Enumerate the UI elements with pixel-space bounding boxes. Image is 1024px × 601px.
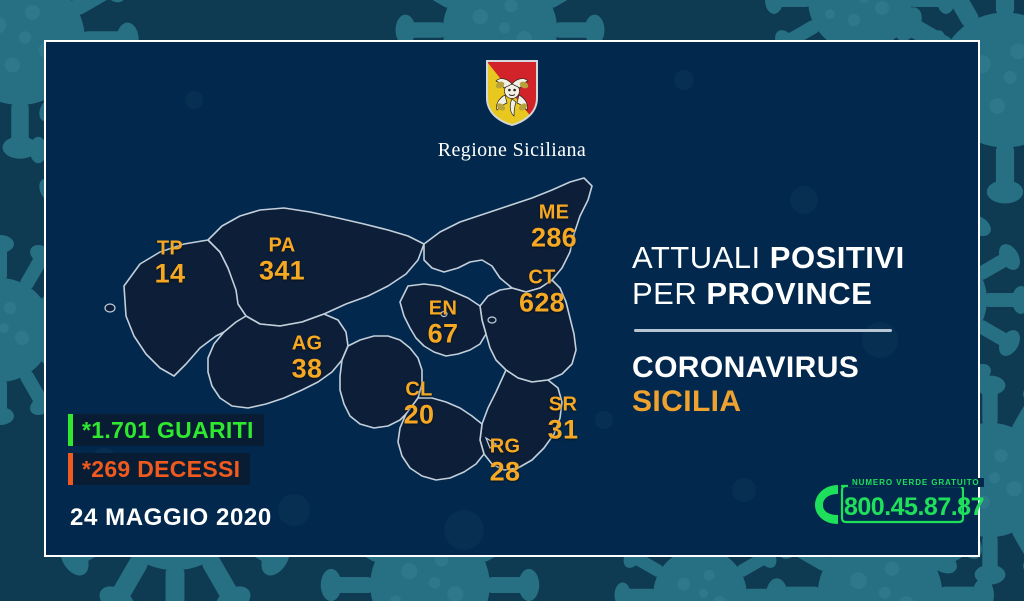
stat-recovered-label: *1.701 GUARITI [82, 416, 254, 443]
province-value-ag: 38 [291, 353, 323, 384]
numero-verde-block: NUMERO VERDE GRATUITO 800.45.87.87 [812, 478, 984, 527]
island-small-ct [487, 316, 497, 324]
province-shape-en [399, 283, 487, 357]
province-label-rg: RG 28 [490, 437, 521, 486]
headline-block: ATTUALI POSITIVI PER PROVINCE CORONAVIRU… [632, 240, 932, 418]
province-shape-ag [207, 313, 349, 409]
province-label-ct: CT 628 [519, 268, 565, 317]
headline-bold-2: PROVINCE [706, 275, 873, 311]
numero-verde-label: NUMERO VERDE GRATUITO [848, 478, 984, 487]
island-small-en [440, 310, 448, 318]
province-label-pa: PA 341 [259, 236, 305, 285]
province-value-pa: 341 [259, 255, 305, 286]
province-label-cl: CL 20 [404, 380, 435, 429]
stats-block: *1.701 GUARITI *269 DECESSI [68, 414, 264, 492]
province-code-ct: CT [528, 266, 556, 289]
headline-line-2: PER PROVINCE [632, 276, 932, 312]
province-label-en: EN 67 [428, 299, 459, 348]
headline-light-1: ATTUALI [632, 240, 770, 275]
headline-line-1: ATTUALI POSITIVI [632, 240, 932, 276]
province-value-me: 286 [531, 222, 577, 253]
phone-handset-icon [815, 485, 838, 524]
sicily-map-svg [104, 177, 593, 481]
crest-block: Regione Siciliana [0, 58, 1024, 162]
stat-recovered: *1.701 GUARITI [68, 414, 264, 446]
headline-light-2: PER [632, 275, 707, 311]
date-label: 24 MAGGIO 2020 [70, 504, 272, 531]
province-shape-rg [397, 397, 485, 481]
province-label-me: ME 286 [531, 203, 577, 252]
stat-deaths-bar [68, 453, 73, 485]
sicilian-trinacria-crest-icon [486, 60, 538, 126]
island-small-sr [484, 436, 498, 449]
province-shape-me [423, 177, 593, 293]
province-label-ag: AG 38 [292, 334, 323, 383]
province-code-sr: SR [548, 393, 578, 416]
crest-caption: Regione Siciliana [437, 139, 587, 161]
province-code-ag: AG [291, 332, 323, 355]
province-code-me: ME [538, 201, 570, 224]
island-favignana [104, 303, 116, 313]
sicily-province-map: TP 14 PA 341 ME 286 CT 628 EN 67 AG 38 C… [88, 168, 648, 498]
subtitle-main: CORONAVIRUS [632, 350, 860, 384]
subtitle-accent: SICILIA [632, 384, 742, 418]
province-label-sr: SR 31 [548, 395, 579, 444]
numero-verde-number[interactable]: 800.45.87.87 [844, 493, 984, 521]
province-value-tp: 14 [154, 258, 186, 289]
headline-divider [634, 328, 892, 332]
province-value-sr: 31 [547, 414, 579, 445]
province-label-tp: TP 14 [155, 239, 186, 288]
stat-deaths-label: *269 DECESSI [82, 455, 241, 482]
province-code-tp: TP [156, 237, 184, 260]
province-code-en: EN [428, 297, 458, 320]
province-shape-pa [207, 207, 425, 327]
province-value-cl: 20 [403, 399, 435, 430]
stat-deaths: *269 DECESSI [68, 453, 251, 485]
province-value-en: 67 [427, 318, 459, 349]
province-code-pa: PA [268, 234, 296, 257]
stat-recovered-bar [68, 414, 73, 446]
province-code-cl: CL [405, 378, 433, 401]
headline-bold-1: POSITIVI [769, 240, 905, 275]
province-value-rg: 28 [489, 456, 521, 487]
province-code-rg: RG [489, 435, 521, 458]
province-value-ct: 628 [519, 287, 565, 318]
